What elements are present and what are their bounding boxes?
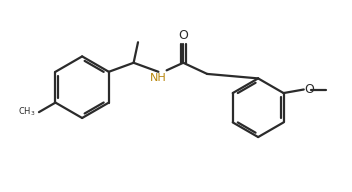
Text: O: O (178, 29, 188, 42)
Text: NH: NH (150, 73, 167, 83)
Text: CH$_3$: CH$_3$ (18, 106, 36, 118)
Text: O: O (304, 83, 314, 96)
